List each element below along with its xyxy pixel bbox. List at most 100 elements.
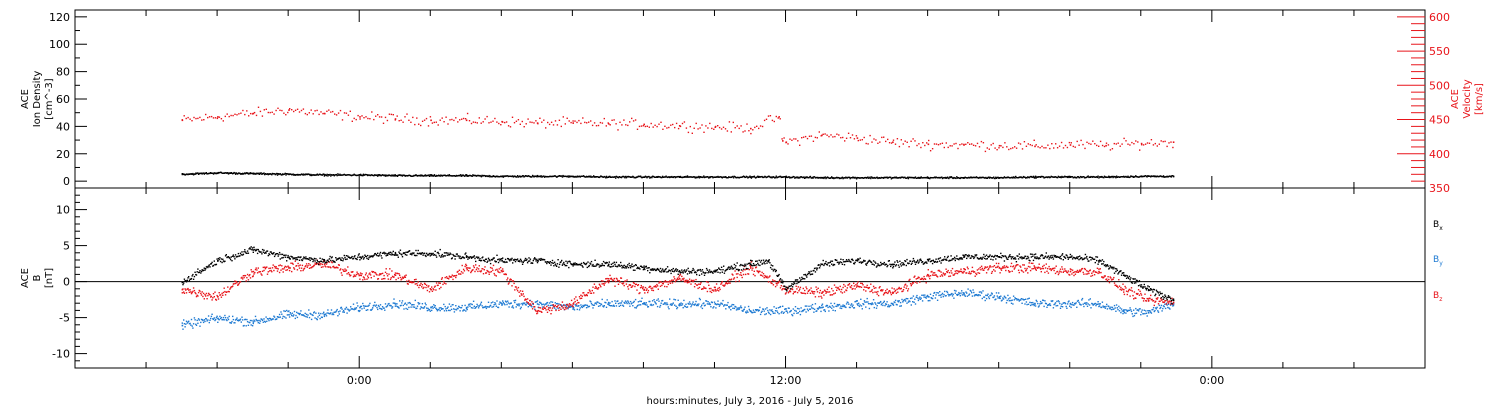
- bz-point: [842, 286, 844, 289]
- density-point: [770, 176, 772, 178]
- by-point: [914, 303, 917, 305]
- velocity-point: [885, 140, 887, 143]
- by-point: [578, 305, 580, 307]
- density-point: [248, 172, 250, 174]
- density-point: [521, 175, 523, 178]
- by-point: [688, 303, 690, 305]
- by-point: [638, 304, 640, 306]
- by-point: [872, 303, 874, 305]
- velocity-point: [1090, 143, 1092, 145]
- velocity-point: [339, 109, 342, 112]
- by-point: [593, 304, 596, 306]
- density-point: [369, 174, 372, 177]
- by-point: [364, 305, 367, 307]
- velocity-point: [345, 112, 348, 114]
- by-point: [401, 300, 404, 302]
- density-point: [480, 176, 483, 178]
- bz-point: [1137, 289, 1140, 291]
- density-point: [315, 174, 318, 176]
- velocity-point: [646, 125, 648, 127]
- bz-point: [369, 272, 371, 274]
- by-point: [472, 300, 475, 302]
- by-point: [984, 299, 986, 302]
- velocity-point: [531, 121, 533, 124]
- by-point: [428, 308, 431, 311]
- bz-point: [1048, 265, 1050, 268]
- density-point: [745, 176, 747, 178]
- by-point: [987, 293, 989, 295]
- velocity-point: [826, 134, 828, 136]
- bz-point: [947, 269, 949, 272]
- by-point: [266, 318, 269, 320]
- by-point: [629, 305, 631, 307]
- bz-point: [1015, 265, 1017, 267]
- velocity-point: [455, 117, 457, 119]
- density-point: [512, 175, 514, 177]
- by-point: [504, 304, 506, 306]
- by-point: [988, 297, 991, 300]
- by-point: [227, 317, 229, 319]
- density-point: [1098, 177, 1100, 179]
- by-point: [632, 305, 634, 307]
- by-point: [729, 305, 731, 308]
- velocity-data-point: [998, 144, 1001, 147]
- velocity-point: [1152, 144, 1155, 146]
- by-point: [962, 292, 964, 294]
- velocity-point: [1023, 141, 1026, 143]
- by-point: [691, 304, 693, 306]
- bz-point: [838, 289, 841, 291]
- by-point: [549, 304, 551, 307]
- bz-point: [1104, 275, 1106, 277]
- density-tick-label: 80: [56, 66, 70, 79]
- bz-point: [993, 265, 996, 267]
- bz-point: [864, 286, 866, 288]
- velocity-point: [621, 124, 623, 126]
- by-point: [507, 302, 510, 304]
- by-point: [989, 294, 991, 297]
- bz-point: [423, 286, 425, 289]
- bz-point: [772, 279, 774, 281]
- by-point: [281, 317, 284, 320]
- density-point: [408, 174, 411, 176]
- density-point: [702, 176, 704, 178]
- by-point: [802, 310, 804, 312]
- density-point: [336, 174, 338, 177]
- velocity-point: [822, 133, 824, 135]
- by-point: [632, 301, 635, 304]
- by-point: [958, 291, 960, 294]
- bz-point: [325, 266, 327, 268]
- density-point: [752, 176, 755, 178]
- by-point: [813, 311, 815, 313]
- bz-point: [226, 291, 228, 293]
- bz-point: [373, 275, 375, 277]
- velocity-data-point: [1140, 142, 1143, 145]
- density-point: [261, 173, 263, 175]
- velocity-point: [306, 113, 308, 116]
- bz-point: [1132, 294, 1134, 297]
- by-point: [701, 307, 704, 310]
- by-point: [1039, 303, 1041, 305]
- bz-data-point: [750, 267, 752, 269]
- velocity-point: [398, 120, 400, 122]
- density-point: [1152, 175, 1154, 177]
- bz-point: [796, 291, 799, 294]
- velocity-point: [568, 120, 570, 122]
- by-point: [273, 316, 276, 318]
- by-data-point: [465, 306, 468, 309]
- by-point: [234, 319, 237, 321]
- by-point: [814, 303, 817, 305]
- bz-point: [791, 287, 793, 290]
- bz-point: [874, 291, 876, 293]
- bz-point: [378, 274, 380, 276]
- bz-point: [1004, 266, 1006, 269]
- bz-point: [605, 281, 608, 283]
- bz-point: [1024, 267, 1026, 270]
- velocity-point: [623, 119, 625, 121]
- by-point: [968, 294, 970, 296]
- by-point: [865, 306, 867, 308]
- by-point: [1150, 312, 1153, 314]
- by-point: [1131, 313, 1133, 315]
- velocity-data-point: [572, 122, 574, 124]
- by-point: [674, 299, 677, 301]
- by-point: [406, 308, 409, 310]
